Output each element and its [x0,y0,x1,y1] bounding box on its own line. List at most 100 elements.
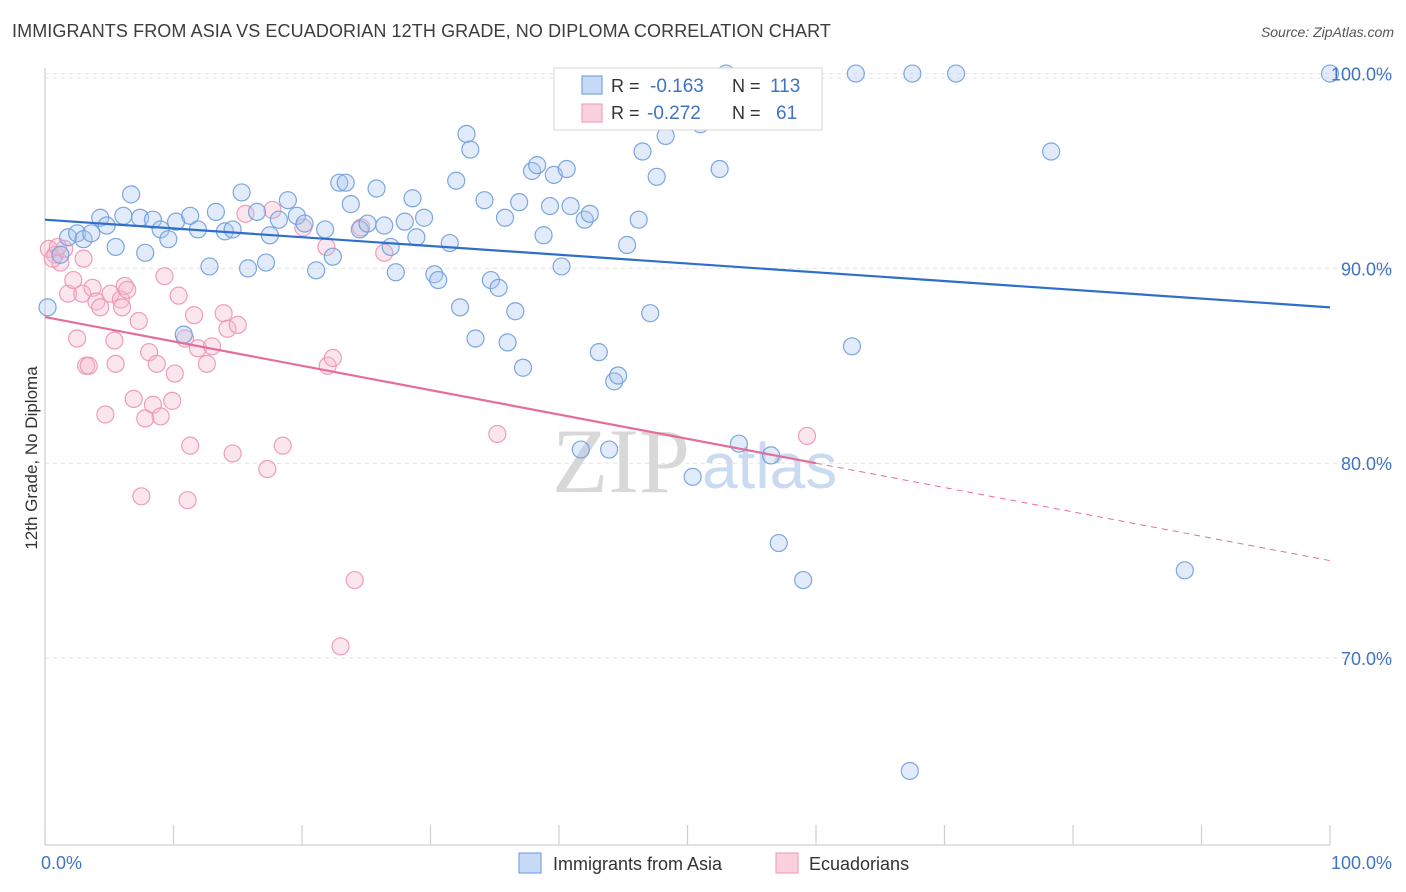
asia-point [307,261,326,280]
asia-point [121,185,141,204]
asia-point [151,220,170,239]
watermark: ZIP atlas [552,410,837,512]
asia-point [506,302,525,321]
stats-n-label-asia: N = [732,76,761,96]
ecuador-point [73,284,92,303]
asia-point [106,237,125,257]
y-axis-label: 12th Grade, No Diploma [22,366,41,550]
asia-point [223,220,242,239]
asia-point [557,159,576,179]
asia-point [1320,64,1340,83]
asia-point [316,220,335,239]
trend-line-ecuador [44,316,817,465]
ecuador-point [258,459,277,479]
asia-point [589,343,608,362]
y-tick-label: 100.0% [1331,65,1392,85]
stats-n-label-ecuador: N = [732,103,761,123]
asia-point [381,237,400,257]
asia-point [82,224,101,243]
trend-line-asia [44,218,1331,309]
asia-point [247,202,267,221]
ecuador-point [112,298,132,317]
asia-point [323,247,342,266]
ecuador-point [323,348,342,368]
asia-point [407,228,426,247]
ecuador-point [345,570,364,590]
asia-point [367,179,386,198]
asia-point [143,210,163,229]
asia-point [386,263,405,282]
asia-point [330,173,349,192]
ecuador-point [64,270,83,290]
stats-swatch-asia [581,75,603,95]
asia-point [580,204,599,223]
x-tick-labels: 0.0% 100.0% [41,853,1392,873]
ecuador-point [151,407,170,426]
asia-point [900,761,919,781]
ecuador-point [105,331,124,350]
asia-point [475,191,494,210]
asia-point [683,467,702,486]
asia-point [609,366,628,385]
asia-point [414,208,434,227]
ecuador-point [169,286,188,305]
asia-point [481,270,500,290]
asia-point [440,233,459,253]
stats-r-value-asia: -0.163 [650,76,704,97]
asia-point [618,235,637,255]
trend-lines [44,218,1331,562]
x-tick-label: 100.0% [1331,853,1392,873]
asia-point [794,570,813,590]
stats-r-label-ecuador: R = [611,103,640,123]
ecuador-point [223,444,242,463]
legend-label-ecuador: Ecuadorians [809,854,909,874]
asia-point [336,173,355,192]
ecuador-point [263,200,282,220]
ecuador-point [68,329,87,348]
ecuador-point [273,436,292,455]
ecuador-point [797,426,817,446]
asia-point [51,245,70,264]
asia-point [842,337,862,356]
asia-point [528,156,547,175]
ecuador-point [155,267,174,286]
ecuador-point [218,319,237,338]
asia-point [641,304,660,323]
asia-point [287,206,306,225]
asia-point [429,270,448,290]
ecuador-point [178,491,197,510]
ecuador-point [181,436,200,455]
ecuador-point [124,389,143,409]
asia-point [534,226,553,245]
series-ecuadorians [39,200,817,656]
ecuador-point [111,290,130,309]
asia-point [395,212,414,231]
ecuador-point [96,405,115,424]
asia-point [846,64,865,83]
ecuador-point [147,354,166,373]
y-tick-label: 70.0% [1341,649,1392,669]
asia-point [136,243,155,262]
legend-swatch-ecuador [775,852,799,874]
asia-point [633,142,652,161]
stats-swatch-ecuador [581,103,603,123]
ecuador-point [129,311,148,331]
ecuador-point [118,280,137,299]
ecuador-point [197,354,217,373]
asia-point [629,210,648,229]
bottom-legend: Immigrants from Asia Ecuadorians [518,852,909,874]
ecuador-point [228,315,247,334]
asia-point [1042,142,1061,161]
ecuador-point [136,409,155,428]
ecuador-point [331,637,350,656]
ecuador-point [488,424,507,444]
y-tick-label: 80.0% [1341,454,1392,474]
asia-point [522,161,542,181]
asia-point [769,533,788,553]
ecuador-point [202,337,222,356]
ecuador-point [165,364,184,383]
asia-point [59,228,78,247]
asia-point [466,329,485,348]
asia-point [513,358,533,377]
trend-line-ecuador-extrapolated [815,462,1331,562]
